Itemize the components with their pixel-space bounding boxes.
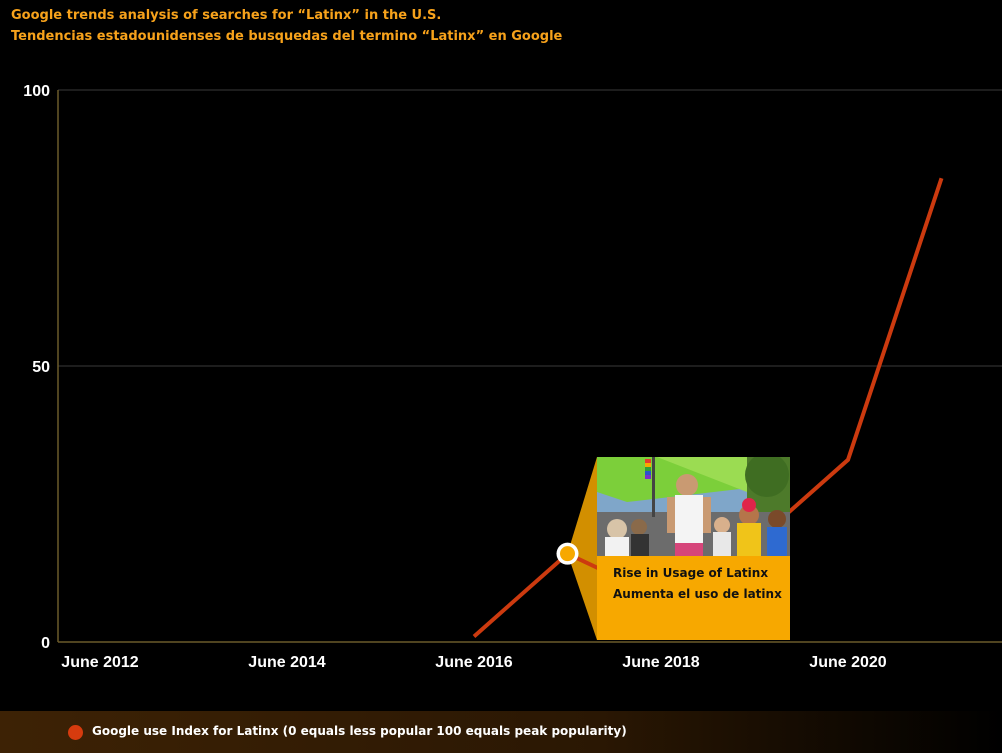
x-tick-label: June 2014 [248,654,325,671]
callout-photo [597,457,790,556]
chart-title-spanish: Tendencias estadounidenses de busquedas … [11,29,563,44]
callout-connector [567,457,597,640]
highlight-marker-dot [560,546,575,562]
legend-label: Google use Index for Latinx (0 equals le… [92,724,627,738]
y-tick-label: 50 [32,359,50,376]
y-tick-label: 0 [41,635,50,652]
x-tick-label: June 2012 [61,654,138,671]
parade-photo-icon [597,457,790,556]
callout-line-spanish: Aumenta el uso de latinx [613,587,782,601]
legend-dot-icon [68,725,83,740]
legend: Google use Index for Latinx (0 equals le… [0,711,1002,753]
chart-titles: Google trends analysis of searches for “… [11,8,571,44]
chart-title-english: Google trends analysis of searches for “… [11,8,442,23]
y-tick-label: 100 [23,83,50,100]
callout-text: Rise in Usage of Latinx Aumenta el uso d… [613,563,782,605]
x-tick-label: June 2018 [622,654,699,671]
callout-line-english: Rise in Usage of Latinx [613,566,769,580]
x-tick-label: June 2016 [435,654,512,671]
callout-card[interactable]: Rise in Usage of Latinx Aumenta el uso d… [597,457,790,640]
x-tick-label: June 2020 [809,654,886,671]
chart-canvas: 0 50 100 June 2012 June 2014 June 2016 June 20… [23,83,1002,671]
